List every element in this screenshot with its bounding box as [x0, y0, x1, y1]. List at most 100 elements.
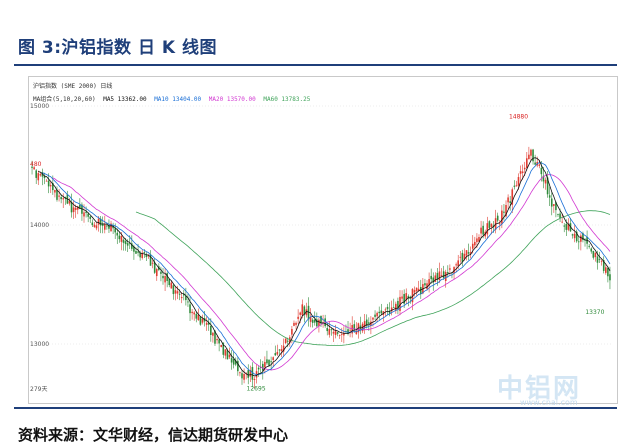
candle-body — [301, 304, 304, 316]
candle-body — [93, 224, 96, 227]
ma60-line — [135, 210, 611, 347]
candle-body — [268, 359, 270, 366]
kline-chart: 15000 14000 13000 480 14880 12695 13370 279天 沪铝… — [28, 76, 618, 404]
candle-body — [230, 357, 233, 363]
candle-body — [609, 274, 611, 281]
title-rule — [14, 64, 617, 66]
chart-instrument-code: (SME 2000) — [60, 83, 97, 90]
candle-body — [43, 176, 46, 179]
candle-body — [166, 273, 168, 281]
candle-body — [511, 189, 514, 205]
candle-body — [164, 276, 166, 283]
candle-body — [280, 349, 283, 352]
candle-body — [374, 314, 376, 317]
candle-body — [442, 271, 445, 279]
candle-body — [70, 202, 73, 213]
candle-body — [220, 345, 223, 348]
candle-body — [120, 235, 123, 242]
candle-body — [52, 183, 54, 191]
candle-body — [214, 330, 216, 344]
candle-body — [97, 218, 100, 225]
candle-body — [596, 256, 599, 263]
candle-body — [282, 345, 285, 352]
candle-body — [305, 309, 308, 316]
ma-group-label: MA组合(5,10,20,60) — [33, 96, 96, 103]
candle-body — [509, 201, 511, 203]
candle-body — [31, 166, 33, 168]
candle-body — [330, 329, 333, 331]
candle-body — [249, 369, 252, 377]
candle-body — [110, 223, 112, 232]
candle-body — [141, 252, 144, 258]
candle-body — [222, 342, 225, 355]
candle-body — [64, 196, 67, 199]
chart-instrument-name: 沪铝指数 — [33, 83, 58, 90]
candle-body — [216, 339, 218, 341]
candle-body — [160, 271, 162, 274]
candle-body — [126, 243, 129, 246]
candle-body — [388, 310, 391, 314]
candle-body — [428, 279, 430, 286]
candle-body — [261, 363, 264, 371]
candle-body — [519, 171, 522, 174]
candle-body — [234, 360, 237, 365]
candle-body — [124, 241, 127, 245]
candle-body — [575, 231, 578, 242]
candle-body — [474, 241, 476, 246]
candle-body — [407, 296, 410, 299]
candle-body — [286, 340, 289, 342]
candle-body — [137, 251, 139, 253]
candle-body — [199, 316, 202, 325]
candle-body — [145, 254, 148, 258]
candle-body — [118, 235, 121, 240]
candle-body — [334, 329, 337, 336]
candle-body — [467, 252, 470, 254]
candle-body — [455, 264, 457, 266]
candle-body — [559, 213, 561, 219]
candle-body — [237, 360, 239, 372]
candle-body — [440, 275, 443, 276]
candle-body — [605, 267, 607, 273]
candle-body — [128, 242, 131, 244]
candle-body — [571, 234, 574, 236]
candle-body — [365, 319, 368, 326]
ma20-line — [52, 174, 611, 371]
candle-body — [210, 325, 212, 336]
candle-body — [178, 293, 181, 295]
candle-body — [89, 216, 92, 219]
candle-body — [544, 179, 547, 184]
candle-body — [555, 202, 557, 211]
candle-body — [482, 225, 484, 235]
candle-body — [488, 221, 491, 228]
candle-body — [153, 262, 156, 273]
candle-body — [438, 271, 441, 280]
candle-body — [316, 319, 318, 327]
candle-body — [243, 374, 245, 380]
candle-body — [426, 283, 428, 289]
candle-body — [218, 339, 220, 344]
peak-price-label: 14880 — [509, 113, 528, 120]
candle-body — [392, 307, 395, 309]
candle-body — [168, 279, 171, 286]
candle-body — [434, 275, 437, 282]
candle-body — [232, 358, 235, 365]
ma20-legend: MA20 13570.00 — [208, 96, 256, 103]
candle-body — [534, 162, 536, 165]
candle-body — [112, 225, 114, 229]
candle-body — [60, 197, 62, 200]
candle-body — [349, 329, 351, 331]
candle-body — [276, 351, 279, 355]
candle-body — [368, 322, 370, 324]
candle-body — [318, 319, 320, 326]
candle-body — [135, 250, 137, 254]
candle-body — [133, 246, 135, 252]
ma5-legend: MA5 13362.00 — [103, 96, 147, 103]
candle-body — [376, 312, 378, 317]
candle-body — [528, 154, 530, 160]
candle-body — [490, 223, 493, 228]
candle-body — [380, 310, 383, 314]
candle-body — [270, 361, 272, 363]
ma5-line — [38, 157, 611, 377]
candle-body — [561, 221, 563, 223]
candle-body — [251, 367, 254, 380]
